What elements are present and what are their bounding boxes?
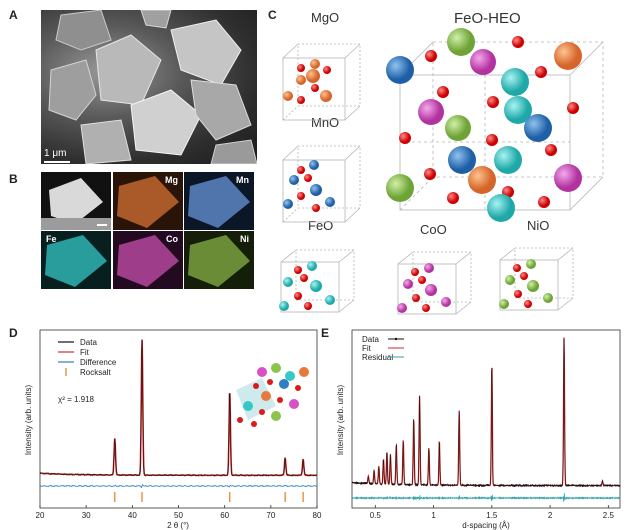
neutron-chart: 0.5 1 1.5 2 2.5 d-spacing (Å) Intensity (arb… [336,329,621,530]
xrd-x-tick-label: 40 [128,511,137,520]
xrd-x-tick-label: 30 [82,511,91,520]
xrd-data-line [39,339,318,477]
neutron-x-tick-label: 0.5 [370,511,382,520]
neutron-legend: Data Fit Residual [362,335,404,362]
neutron-x-tick-label: 1 [431,511,436,520]
heo-title: FeO-HEO [454,10,521,27]
neutron-y-label: Intensity (arb. units) [336,385,345,456]
sem-image [41,10,257,164]
xrd-x-label: 2 θ (°) [167,521,189,530]
neutron-legend-residual: Residual [362,353,393,362]
xrd-x-tick-label: 70 [266,511,275,520]
panel-label-d: D [9,326,18,340]
nio-title: NiO [527,218,550,233]
panel-label-b: B [9,172,18,186]
coo-atoms [397,263,451,313]
panel-label-a: A [9,8,18,22]
sem-crystals [48,10,257,164]
neutron-x-label: d-spacing (Å) [462,521,510,530]
xrd-y-label: Intensity (arb. units) [24,385,33,456]
xrd-chart: 20 30 40 50 60 70 80 2 θ (°) Intensity (arb. u… [24,329,322,530]
crystal-structures [279,28,604,315]
neutron-x-ticks: 0.5 1 1.5 2 2.5 [370,505,615,520]
heo-atoms [386,28,582,222]
eds-label-ni: Ni [240,234,249,244]
neutron-residual-line [351,493,621,502]
xrd-inset-structure [236,363,309,427]
eds-label-mg: Mg [165,175,178,185]
xrd-difference-line [39,484,318,489]
xrd-legend-difference: Difference [80,358,117,367]
eds-map-fe: Fe [41,231,111,289]
eds-map-ni: Ni [184,231,254,289]
neutron-x-tick-label: 1.5 [486,511,498,520]
neutron-legend-fit: Fit [362,344,372,353]
sem-scale-bar [44,161,70,163]
xrd-legend-data: Data [80,338,97,347]
eds-label-co: Co [166,234,178,244]
panel-label-e: E [321,326,330,340]
mno-title: MnO [311,115,340,130]
neutron-legend-data: Data [362,335,379,344]
mgo-atoms [283,59,332,104]
neutron-x-tick-label: 2 [548,511,553,520]
xrd-x-tick-label: 20 [36,511,45,520]
xrd-chi-squared: χ² = 1.918 [58,395,95,404]
sem-scale-label: 1 μm [44,148,67,159]
mgo-title: MgO [311,10,340,25]
xrd-legend: Data Fit Difference Rocksalt [58,338,117,377]
nio-atoms [499,259,553,309]
eds-sem-thumbnail [41,172,111,230]
mno-atoms [283,160,335,212]
neutron-plot-frame [351,329,621,509]
xrd-x-ticks: 20 30 40 50 60 70 80 [36,505,322,520]
xrd-x-tick-label: 60 [220,511,229,520]
feo-atoms [279,261,335,311]
panel-label-c: C [268,8,277,22]
xrd-x-tick-label: 80 [313,511,322,520]
xrd-legend-rocksalt: Rocksalt [80,368,111,377]
neutron-x-tick-label: 2.5 [603,511,615,520]
coo-title: CoO [420,222,447,237]
xrd-legend-fit: Fit [80,348,90,357]
neutron-data-line [351,337,621,488]
xrd-x-tick-label: 50 [174,511,183,520]
eds-label-fe: Fe [46,234,57,244]
eds-map-mn: Mn [184,172,254,230]
eds-map-co: Co [113,231,183,289]
eds-label-mn: Mn [236,175,249,185]
eds-map-mg: Mg [113,172,183,230]
xrd-rocksalt-ticks [114,492,304,502]
eds-sem-crystal [41,178,111,230]
